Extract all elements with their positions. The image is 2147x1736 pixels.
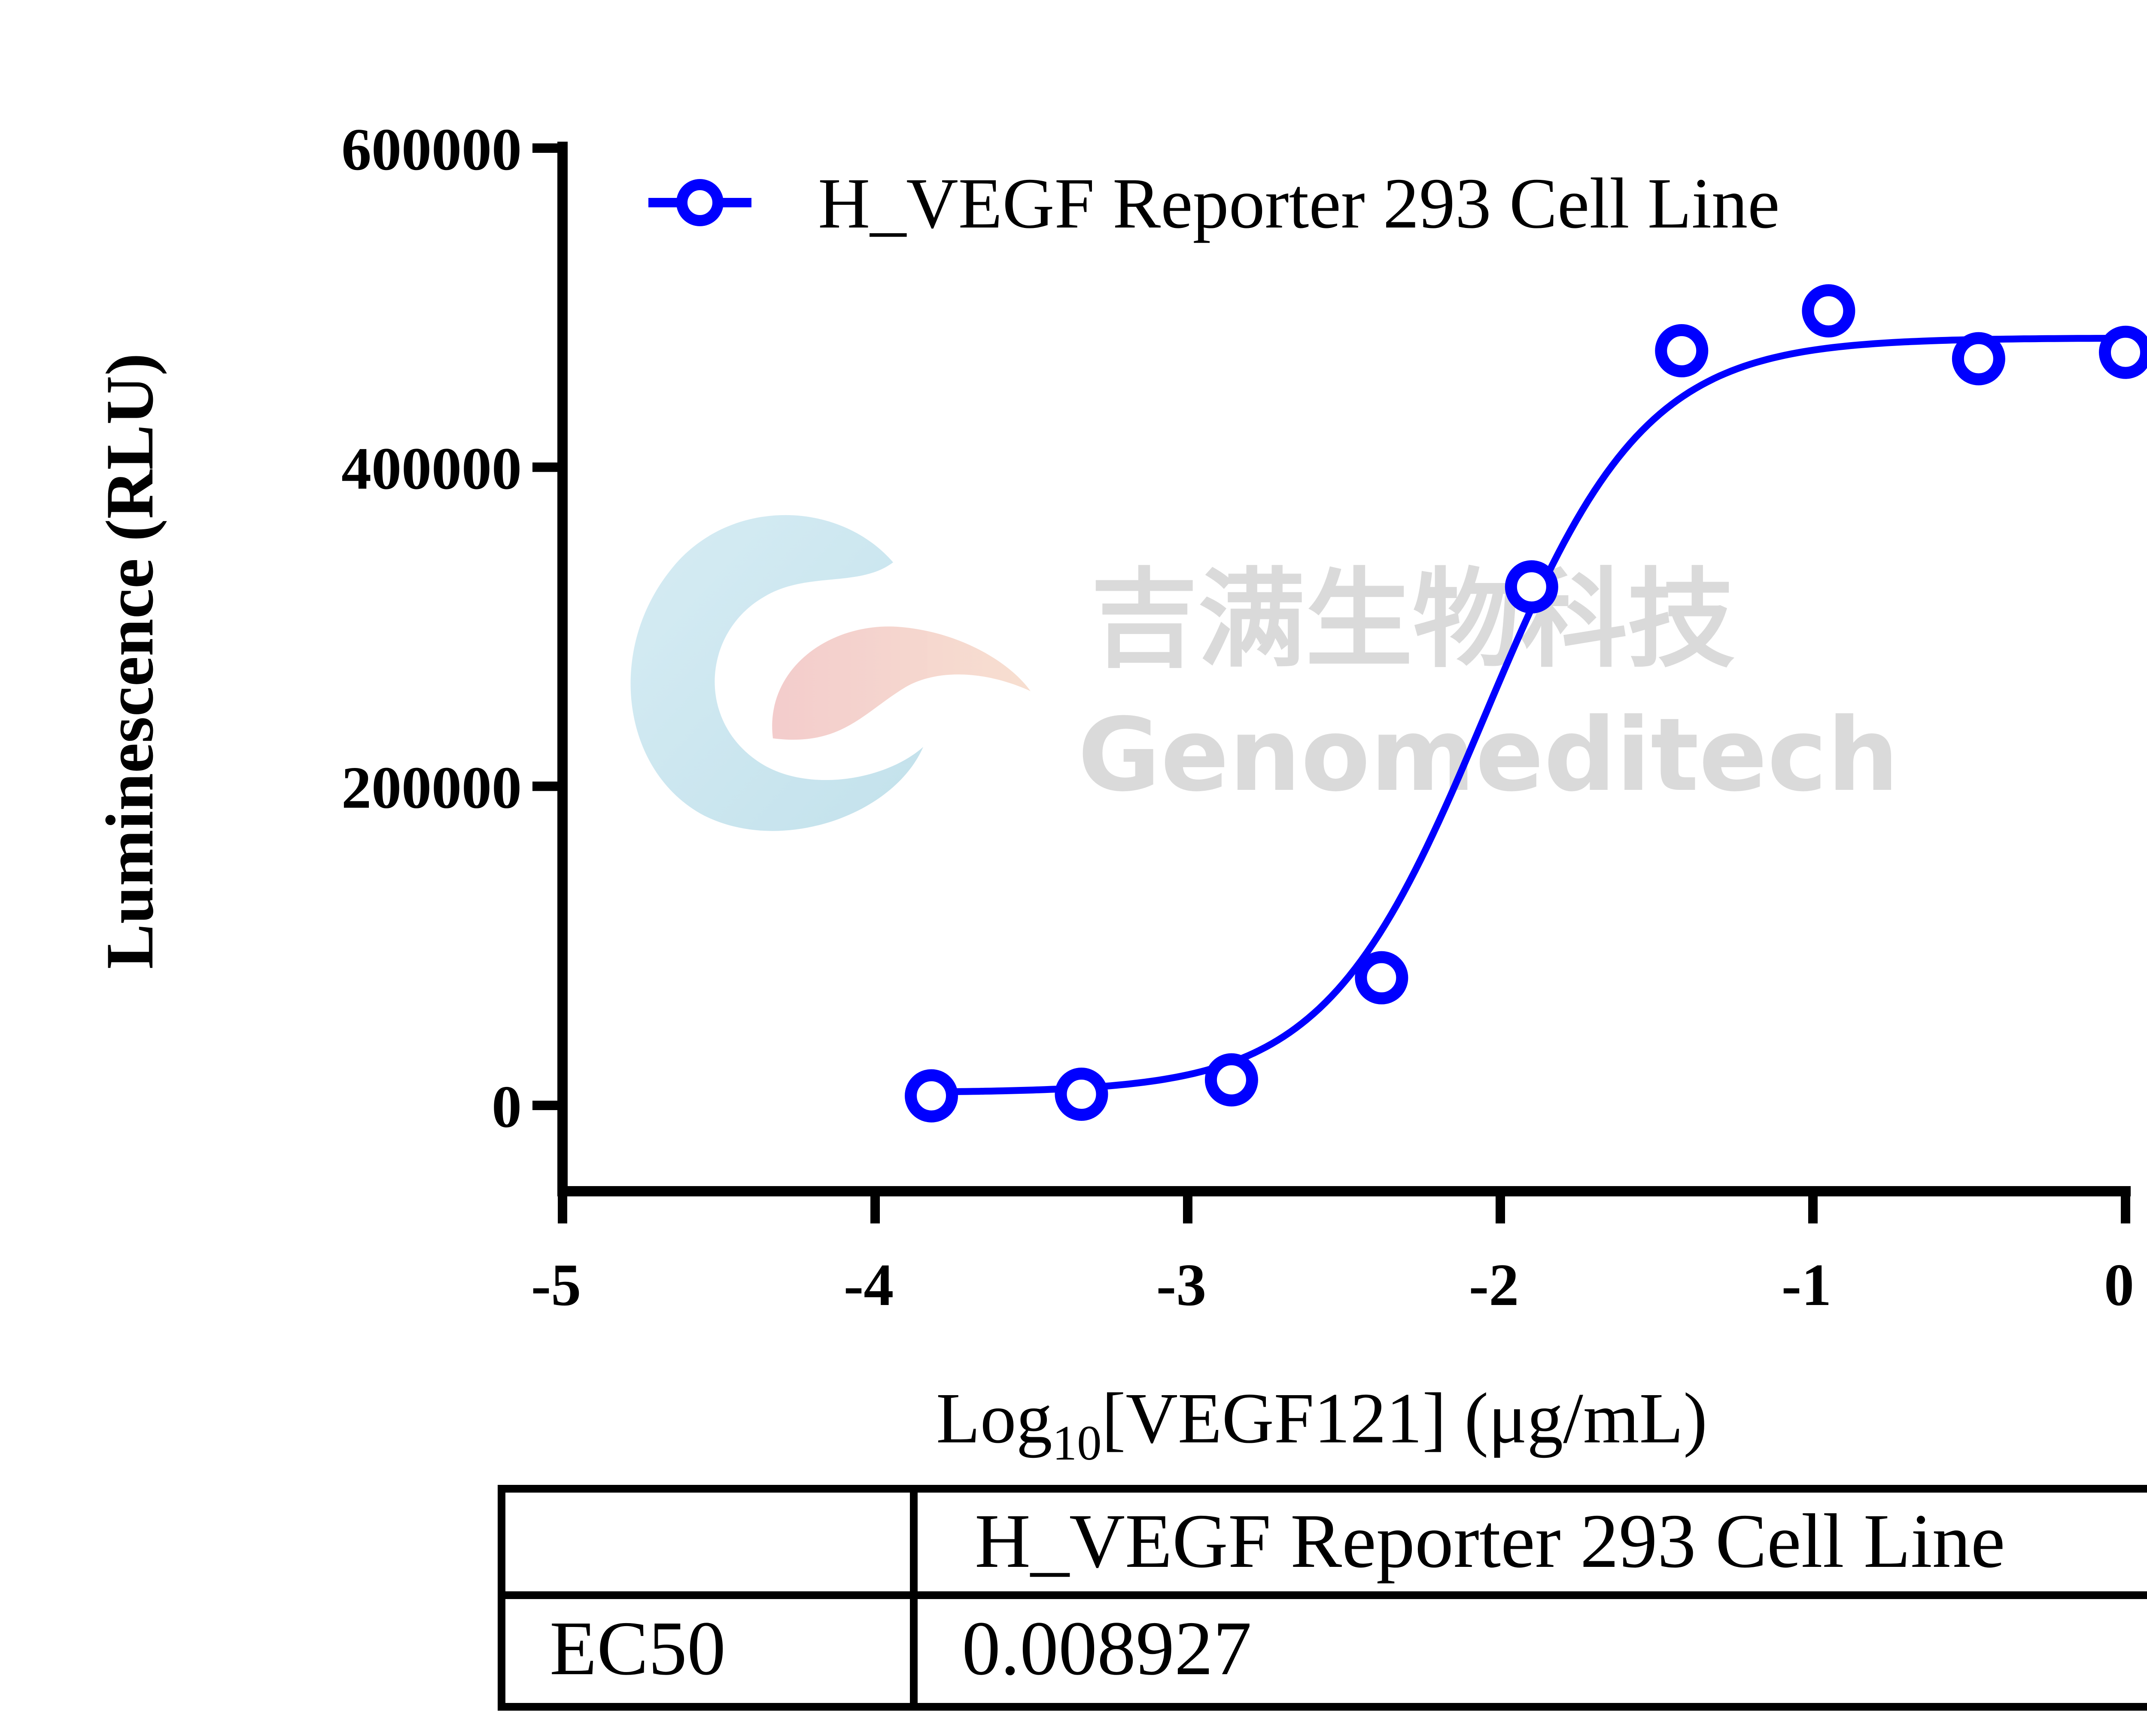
plot-area	[905, 284, 2147, 1123]
data-point	[1952, 332, 2005, 385]
x-tick-label: -2	[1469, 1252, 1519, 1318]
data-point	[1204, 1053, 1258, 1107]
data-point	[1802, 284, 1855, 338]
y-tick-label: 0	[492, 1074, 522, 1140]
x-axis-label: Log10[VEGF121] (μg/mL)	[936, 1378, 1707, 1470]
legend-label: H_VEGF Reporter 293 Cell Line	[818, 164, 1780, 243]
x-axis-label-prefix: Log	[936, 1378, 1052, 1458]
y-axis-label: Luminescence (RLU)	[92, 353, 167, 969]
legend: H_VEGF Reporter 293 Cell Line	[648, 164, 1780, 243]
table-cell-metric: EC50	[550, 1605, 726, 1691]
data-point	[1355, 951, 1408, 1005]
fit-curve	[931, 334, 2126, 1096]
table-header-series: H_VEGF Reporter 293 Cell Line	[975, 1498, 2005, 1584]
y-tick-label: 200000	[341, 755, 522, 821]
x-ticks: -5 -4 -3 -2 -1 0	[531, 1191, 2134, 1318]
x-tick-label: -4	[844, 1252, 894, 1318]
data-point	[905, 1069, 958, 1123]
watermark-english: Genomeditech	[1078, 697, 1899, 814]
y-tick-label: 400000	[341, 435, 522, 502]
x-tick-label: -5	[531, 1252, 581, 1318]
y-ticks: 0 200000 400000 600000	[341, 116, 563, 1140]
watermark-logo-icon	[630, 515, 1031, 831]
x-tick-label: 0	[2104, 1252, 2134, 1318]
x-axis-label-suffix: [VEGF121] (μg/mL)	[1102, 1378, 1708, 1458]
watermark-chinese: 吉满生物科技	[1091, 557, 1735, 682]
data-point	[1655, 324, 1709, 378]
y-tick-label: 600000	[341, 116, 522, 183]
data-point	[1055, 1067, 1108, 1121]
x-tick-label: -1	[1782, 1252, 1832, 1318]
legend-marker	[676, 179, 724, 226]
data-point	[1505, 560, 1558, 614]
ec50-table: H_VEGF Reporter 293 Cell Line EC50 0.008…	[498, 1485, 2147, 1711]
axes: 0 200000 400000 600000 -5 -4 -3 -2 -1 0	[341, 116, 2134, 1318]
x-tick-label: -3	[1156, 1252, 1207, 1318]
watermark: 吉满生物科技 Genomeditech	[630, 515, 1899, 831]
data-point	[2099, 325, 2147, 379]
x-axis-label-subscript: 10	[1052, 1416, 1102, 1470]
table-cell-ec50-value: 0.008927	[962, 1605, 1252, 1691]
